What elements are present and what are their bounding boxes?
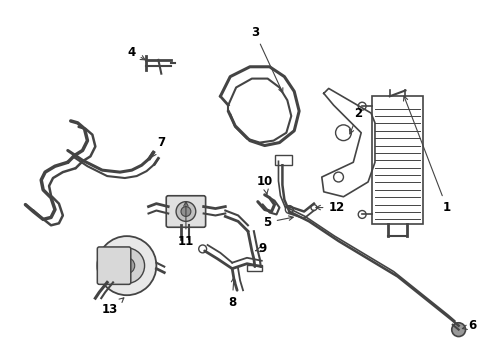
Text: 3: 3 <box>251 26 283 93</box>
Text: 7: 7 <box>152 136 165 157</box>
Bar <box>372 96 423 224</box>
Text: 11: 11 <box>178 202 194 248</box>
Bar <box>247 265 262 271</box>
Circle shape <box>98 236 156 295</box>
FancyBboxPatch shape <box>98 247 131 284</box>
Circle shape <box>181 207 191 216</box>
FancyBboxPatch shape <box>166 196 206 227</box>
Text: 13: 13 <box>102 298 124 316</box>
Circle shape <box>176 202 196 221</box>
Text: 12: 12 <box>316 201 344 214</box>
Circle shape <box>119 258 135 274</box>
Text: 5: 5 <box>264 216 293 229</box>
Text: 9: 9 <box>256 242 267 255</box>
Text: 4: 4 <box>128 45 145 60</box>
Text: 8: 8 <box>228 278 236 309</box>
Text: 2: 2 <box>349 107 362 134</box>
Circle shape <box>109 248 145 283</box>
Circle shape <box>452 323 466 337</box>
Text: 6: 6 <box>463 319 477 332</box>
Text: 10: 10 <box>257 175 273 194</box>
Text: 1: 1 <box>403 96 451 214</box>
Bar <box>274 156 292 165</box>
